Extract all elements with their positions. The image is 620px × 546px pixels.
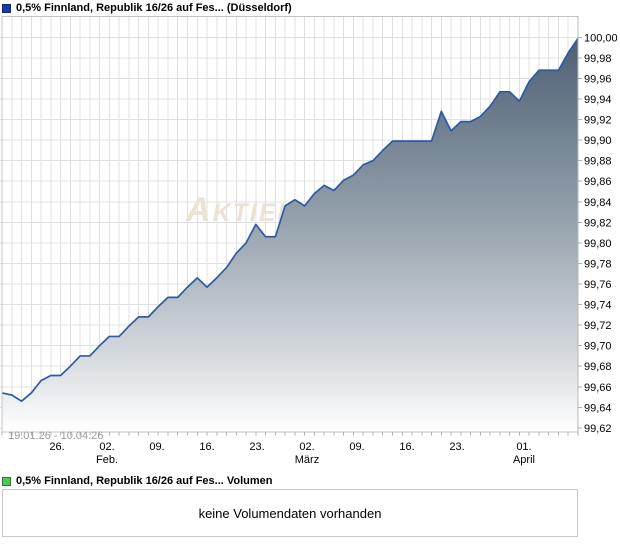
y-tick-label: 99,88 [584,156,612,168]
x-tick-day: 23. [449,441,464,453]
y-tick-label: 99,90 [584,135,612,147]
y-tick-label: 99,68 [584,361,612,373]
price-line [1,37,579,403]
x-tick-day: 09. [349,441,364,453]
y-tick-label: 99,70 [584,341,612,353]
y-tick-label: 99,92 [584,115,612,127]
y-tick-label: 99,98 [584,53,612,65]
y-tick-label: 99,76 [584,279,612,291]
x-tick-day: 23. [249,441,264,453]
volume-legend-label: 0,5% Finnland, Republik 16/26 auf Fes...… [16,475,273,487]
y-tick-label: 99,64 [584,402,612,414]
x-tick-day: 02. [99,441,114,453]
y-tick-label: 99,80 [584,238,612,250]
price-legend: 0,5% Finnland, Republik 16/26 auf Fes...… [2,2,292,14]
date-range-label: 19.01.26 - 10.04.26 [8,430,103,442]
x-tick-month: Feb. [96,454,118,466]
y-tick-label: 100,00 [584,32,618,44]
y-tick-label: 99,62 [584,423,612,435]
y-tick-label: 99,72 [584,320,612,332]
x-tick-month: April [513,454,535,466]
volume-legend-swatch [2,476,11,486]
y-tick-label: 99,96 [584,73,612,85]
y-tick-label: 99,84 [584,197,612,209]
x-axis-ticks [1,432,579,436]
volume-empty-message: keine Volumendaten vorhanden [198,505,382,521]
y-axis-labels: 100,00 99,98 99,96 99,94 99,92 99,90 99,88 99,8… [578,32,618,435]
volume-panel: keine Volumendaten vorhanden [2,489,578,537]
x-tick-day: 16. [399,441,414,453]
volume-legend: 0,5% Finnland, Republik 16/26 auf Fes...… [2,475,273,487]
price-area [2,38,578,433]
x-tick-day: 26. [49,441,64,453]
price-legend-swatch [2,3,11,13]
x-tick-day: 09. [149,441,164,453]
y-tick-label: 99,74 [584,300,612,312]
x-tick-day: 02. [299,441,314,453]
y-tick-label: 99,78 [584,258,612,270]
y-tick-label: 99,82 [584,217,612,229]
x-tick-day: 01. [516,441,531,453]
y-tick-label: 99,86 [584,176,612,188]
price-legend-label: 0,5% Finnland, Republik 16/26 auf Fes...… [16,2,292,14]
x-tick-day: 16. [199,441,214,453]
y-tick-label: 99,94 [584,94,612,106]
y-tick-label: 99,66 [584,382,612,394]
x-tick-month: März [295,454,319,466]
